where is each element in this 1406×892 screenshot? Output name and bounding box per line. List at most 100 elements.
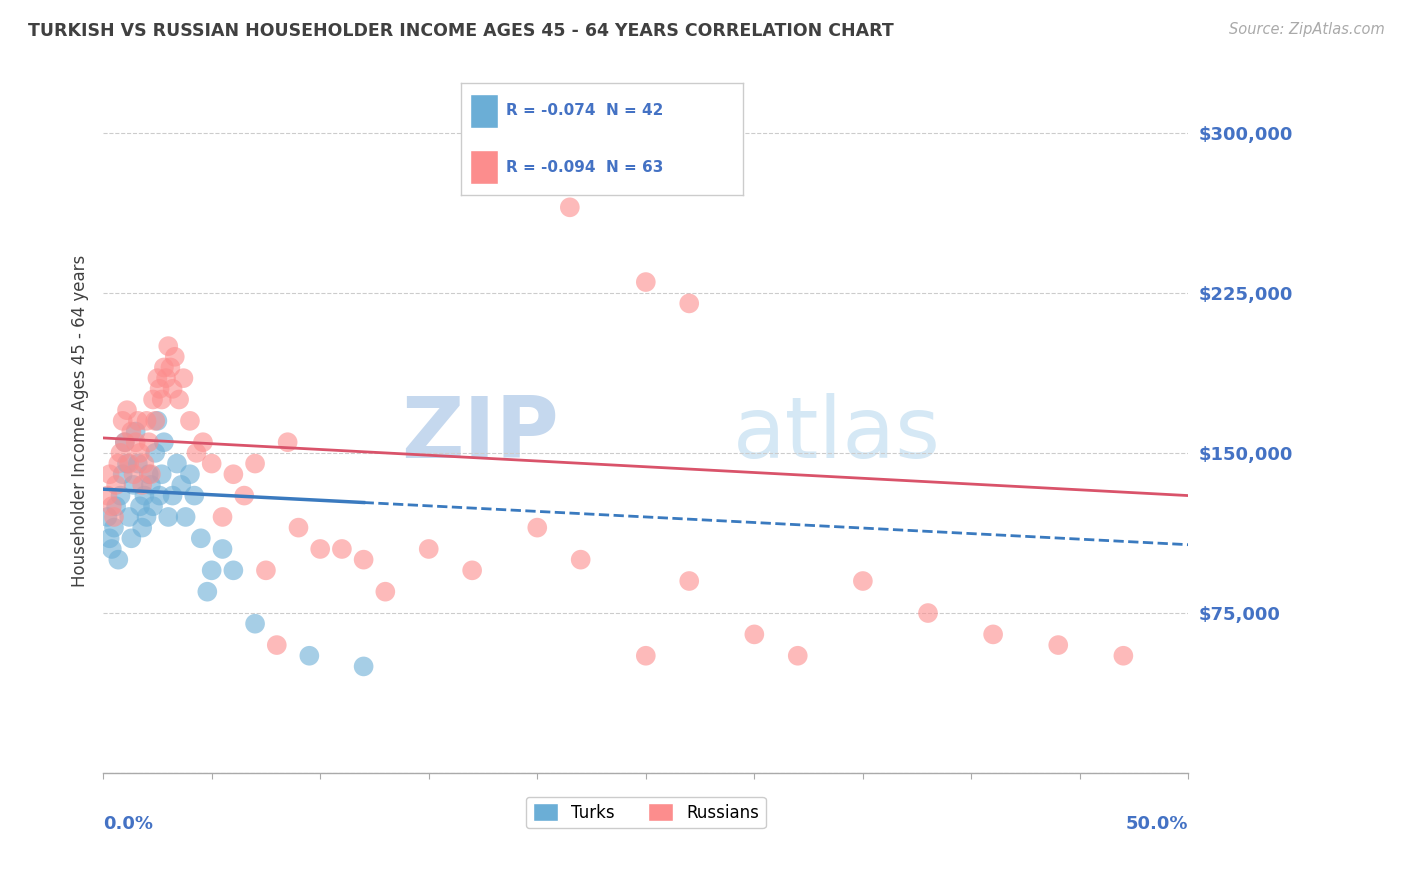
Legend: Turks, Russians: Turks, Russians (526, 797, 766, 829)
Point (118, 510, 141, 524)
Point (129, 446, 152, 460)
Point (266, 638, 288, 652)
Point (146, 371, 169, 385)
Point (159, 360, 181, 375)
Point (131, 521, 153, 535)
Point (115, 403, 138, 417)
Point (134, 489, 156, 503)
Point (243, 457, 266, 471)
Point (678, 296, 700, 310)
Point (105, 478, 128, 492)
Point (105, 500, 128, 514)
Point (222, 563, 245, 577)
Text: atlas: atlas (733, 393, 941, 476)
Point (150, 467, 173, 482)
Point (678, 574, 700, 588)
Point (581, 178, 603, 193)
Point (138, 435, 160, 450)
Point (558, 200, 581, 214)
Point (744, 627, 766, 641)
Point (127, 457, 149, 471)
Point (418, 541, 440, 556)
Point (114, 435, 136, 450)
Point (157, 510, 180, 524)
Point (179, 414, 201, 428)
Text: ZIP: ZIP (401, 393, 560, 476)
Point (179, 467, 201, 482)
Text: 0.0%: 0.0% (103, 815, 153, 833)
Point (98, 467, 121, 482)
Point (183, 489, 205, 503)
Point (103, 510, 125, 524)
Point (153, 435, 176, 450)
Point (155, 371, 177, 385)
Point (1112, 648, 1135, 663)
Point (852, 574, 875, 588)
Point (201, 563, 224, 577)
Point (163, 350, 186, 364)
Point (134, 457, 156, 471)
Point (135, 414, 157, 428)
Point (131, 478, 153, 492)
Point (353, 552, 375, 566)
Point (243, 616, 266, 631)
Point (191, 435, 214, 450)
Point (167, 392, 190, 407)
Point (330, 541, 353, 556)
Point (143, 446, 166, 460)
Point (148, 489, 170, 503)
Point (127, 414, 149, 428)
Point (120, 425, 142, 439)
Point (526, 521, 548, 535)
Point (569, 552, 592, 566)
Point (461, 563, 484, 577)
Point (170, 478, 193, 492)
Point (125, 435, 148, 450)
Point (186, 446, 208, 460)
Point (150, 392, 173, 407)
Point (174, 510, 197, 524)
Point (277, 435, 299, 450)
Point (981, 627, 1004, 641)
Point (634, 275, 657, 289)
Point (162, 489, 184, 503)
Text: Source: ZipAtlas.com: Source: ZipAtlas.com (1229, 22, 1385, 37)
Point (148, 382, 170, 396)
Point (222, 467, 245, 482)
Point (115, 457, 138, 471)
Point (125, 425, 148, 439)
Point (111, 467, 134, 482)
Point (353, 659, 375, 673)
Point (138, 467, 160, 482)
Point (122, 478, 145, 492)
Point (298, 648, 321, 663)
Point (110, 446, 132, 460)
Point (146, 414, 169, 428)
Point (110, 489, 132, 503)
Point (118, 457, 141, 471)
Point (172, 371, 194, 385)
Point (917, 606, 939, 620)
Point (142, 392, 165, 407)
Point (201, 457, 224, 471)
Point (139, 478, 162, 492)
Point (139, 467, 162, 482)
Point (143, 414, 166, 428)
Point (591, 169, 613, 183)
Point (111, 414, 134, 428)
Point (309, 541, 332, 556)
Point (211, 510, 233, 524)
Text: TURKISH VS RUSSIAN HOUSEHOLDER INCOME AGES 45 - 64 YEARS CORRELATION CHART: TURKISH VS RUSSIAN HOUSEHOLDER INCOME AG… (28, 22, 894, 40)
Point (101, 541, 124, 556)
Point (96, 510, 118, 524)
Point (107, 552, 129, 566)
Point (1047, 638, 1070, 652)
Point (101, 500, 124, 514)
Point (254, 563, 277, 577)
Point (98, 531, 121, 545)
Point (634, 648, 657, 663)
Point (211, 541, 233, 556)
Point (107, 457, 129, 471)
Point (96, 489, 118, 503)
Point (233, 489, 256, 503)
